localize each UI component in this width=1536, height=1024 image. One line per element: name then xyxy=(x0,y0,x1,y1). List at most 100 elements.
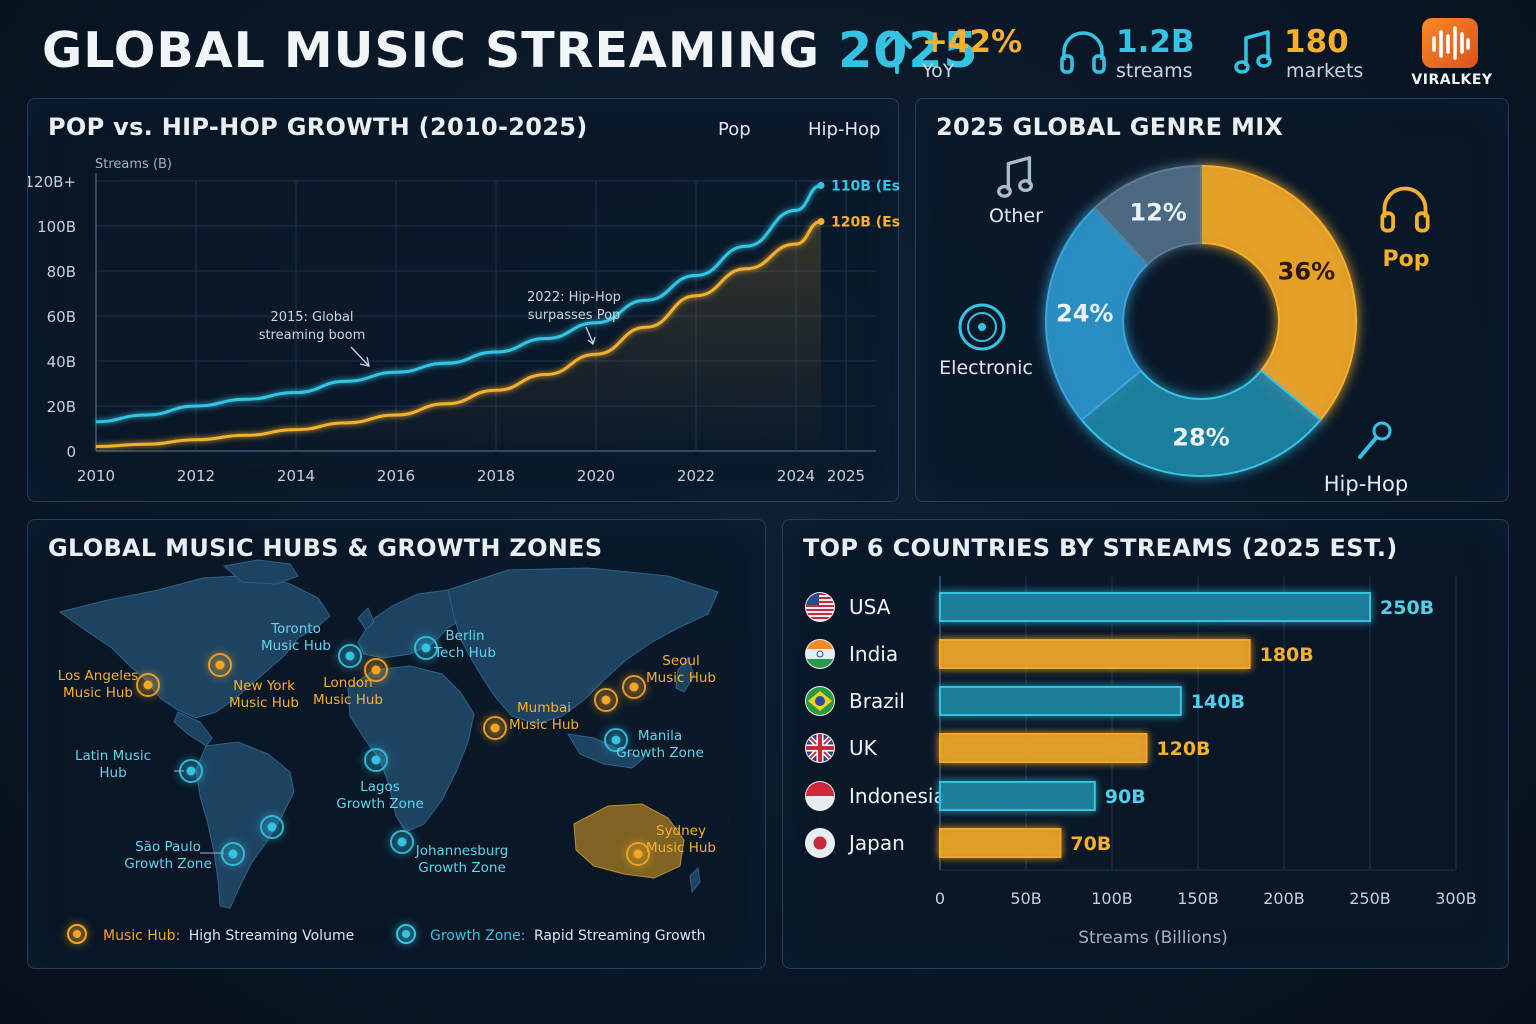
bar-value-usa: 250B xyxy=(1380,597,1434,619)
legend-hiphop-label: Hip-Hop xyxy=(808,119,880,140)
bar-chart-title: TOP 6 COUNTRIES BY STREAMS (2025 EST.) xyxy=(803,534,1398,562)
bar-value-japan: 70B xyxy=(1070,833,1111,855)
page-title-year: 2025 xyxy=(838,22,979,79)
x-tick-label: 250B xyxy=(1349,889,1391,908)
stat-yoy-label: YoY xyxy=(922,60,955,82)
map-pin-sydney-music-hub[interactable] xyxy=(626,842,650,866)
genre-other-icon-group: Other xyxy=(989,156,1043,227)
map-pin-berlin-tech-hub[interactable] xyxy=(414,636,438,660)
legend-hub-desc: High Streaming Volume xyxy=(189,928,354,944)
map-label-sydney-music-hub: Sydney xyxy=(656,823,706,839)
map-label-manila-growth-zone: Manila xyxy=(638,728,682,744)
map-pin-los-angeles-music-hub[interactable] xyxy=(136,673,160,697)
x-tick-label: 2024 xyxy=(777,467,815,485)
map-pin-toronto-music-hub[interactable] xyxy=(338,644,362,668)
line-chart: Streams (B) 0 20B 40B 60B 80B 100B 120B+ 2010 20… xyxy=(28,119,900,485)
donut-chart: 36%28%24%12% Other Pop Electr xyxy=(939,156,1430,496)
southeast-asia-shape xyxy=(567,733,646,769)
map-pin-london-music-hub[interactable] xyxy=(364,658,388,682)
greenland-shape xyxy=(222,559,299,585)
pop-line xyxy=(95,220,822,448)
map-label-latin-music-hub: Latin Music xyxy=(75,748,151,764)
annotation-2015-line1: 2015: Global xyxy=(270,310,353,325)
map-pin-seoul-music-hub[interactable] xyxy=(622,675,646,699)
bar-indonesia xyxy=(939,781,1096,811)
genre-electronic-icon-group: Electronic xyxy=(939,303,1033,379)
donut-slice-hip-hop xyxy=(1080,369,1322,477)
headphones-icon xyxy=(1060,31,1106,74)
bar-india xyxy=(939,639,1251,669)
bar-category-indonesia: Indonesia xyxy=(849,784,946,808)
japan-shape xyxy=(675,656,695,693)
x-tick-label: 300B xyxy=(1435,889,1477,908)
bar-value-indonesia: 90B xyxy=(1105,786,1146,808)
flag-usa-icon xyxy=(805,592,835,622)
x-tick-label: 2020 xyxy=(577,467,615,485)
donut-value-pop: 36% xyxy=(1278,257,1335,285)
x-tick-label: 2022 xyxy=(677,467,715,485)
flag-indonesia-icon xyxy=(805,781,835,811)
legend-hub-marker xyxy=(67,924,87,944)
genre-other-label: Other xyxy=(989,205,1043,227)
page-title-main: GLOBAL MUSIC STREAMING xyxy=(42,22,821,79)
bar-category-japan: Japan xyxy=(847,831,905,855)
map-label-manila-growth-zone: Growth Zone xyxy=(616,745,704,761)
annotation-2022-line2: surpasses Pop xyxy=(528,308,621,323)
flag-brazil-icon xyxy=(805,686,835,716)
flag-uk-icon xyxy=(805,733,835,763)
brand-logo: VIRALKEY xyxy=(1408,18,1496,90)
map-label-sydney-music-hub: Music Hub xyxy=(646,840,716,856)
y-tick-label: 80B xyxy=(47,263,76,281)
genre-pop-label: Pop xyxy=(1383,247,1430,272)
x-tick-label: 2010 xyxy=(77,467,115,485)
bar-chart: 0 50B 100B 150B 200B 250B 300B USA India Brazil U… xyxy=(805,576,1477,948)
logo-mark xyxy=(1422,18,1478,68)
arrow-up-icon xyxy=(882,31,912,74)
stat-yoy: +42% YoY xyxy=(880,24,1030,84)
y-axis-label: Streams (B) xyxy=(95,157,172,172)
map-panel: GLOBAL MUSIC HUBS & GROWTH ZONES Los Ang… xyxy=(27,519,766,969)
flag-india-icon xyxy=(805,639,835,669)
hip-hop-end-label: 110B (Est.) xyxy=(831,179,900,195)
hip-hop-line xyxy=(95,184,822,424)
x-tick-label: 2012 xyxy=(177,467,215,485)
map-label-seoul-music-hub: Music Hub xyxy=(646,670,716,686)
stat-streams: 1.2B streams xyxy=(1058,24,1208,84)
map-label-sao-paulo-growth-zone: São Paulo xyxy=(135,839,201,855)
bar-chart-grid: 0 50B 100B 150B 200B 250B 300B xyxy=(935,576,1477,908)
map-pin-mumbai-music-hub[interactable] xyxy=(483,716,507,740)
x-tick-label: 50B xyxy=(1010,889,1041,908)
x-tick-label: 2018 xyxy=(477,467,515,485)
vinyl-disc-icon xyxy=(958,303,1006,351)
map-pin-sao-paulo-growth-zone[interactable] xyxy=(221,842,245,866)
annotation-2015: 2015: Global streaming boom xyxy=(259,310,370,367)
map-label-lagos-growth-zone: Growth Zone xyxy=(336,796,424,812)
y-tick-label: 120B+ xyxy=(28,173,76,191)
y-tick-label: 60B xyxy=(47,308,76,326)
x-tick-label: 150B xyxy=(1177,889,1219,908)
map-pin-lagos-growth-zone[interactable] xyxy=(364,748,388,772)
map-label-johannesburg-growth-zone: Johannesburg xyxy=(415,843,509,859)
africa-shape xyxy=(347,665,475,833)
map-pin-new-york-music-hub[interactable] xyxy=(208,653,232,677)
map-pin-secondary-1[interactable] xyxy=(594,688,618,712)
x-tick-label: 2016 xyxy=(377,467,415,485)
map-pin-johannesburg-growth-zone[interactable] xyxy=(390,830,414,854)
map-pin-manila-growth-zone[interactable] xyxy=(604,728,628,752)
pop-area-fill xyxy=(96,221,821,451)
genre-hiphop-label: Hip-Hop xyxy=(1324,472,1409,496)
legend-growth-text: Growth Zone: Rapid Streaming Growth xyxy=(430,928,705,944)
donut-slice-electronic xyxy=(1045,206,1150,422)
map-label-latin-music-hub: Hub xyxy=(99,765,126,781)
uk-shape xyxy=(357,607,375,631)
bar-category-india: India xyxy=(849,642,898,666)
stat-markets-value: 180 xyxy=(1284,24,1349,60)
genre-electronic-label: Electronic xyxy=(939,357,1033,379)
x-tick-label: 2025 xyxy=(827,467,865,485)
map-pin-secondary-2[interactable] xyxy=(260,815,284,839)
new-zealand-shape xyxy=(689,866,701,894)
line-chart-title: POP vs. HIP-HOP GROWTH (2010-2025) xyxy=(48,113,588,141)
bar-japan xyxy=(939,828,1062,858)
y-tick-label: 0 xyxy=(66,443,76,461)
